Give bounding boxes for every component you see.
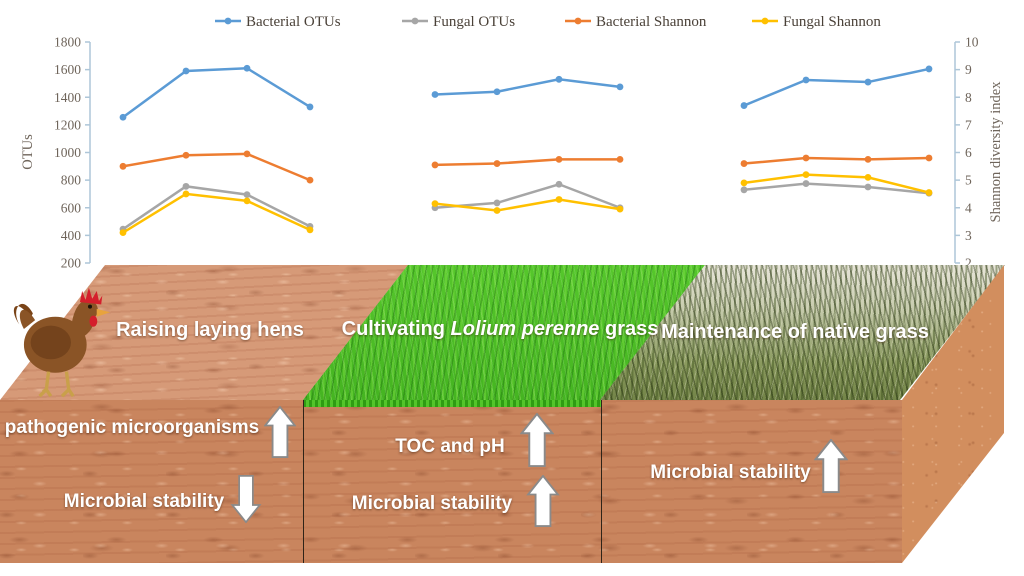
soil-front-face (0, 400, 902, 563)
svg-text:5: 5 (965, 173, 972, 188)
svg-text:1800: 1800 (54, 35, 81, 50)
svg-text:600: 600 (61, 200, 82, 215)
surface-label-native: Maintenance of native grass (661, 321, 929, 343)
species-name: Lolium perenne (450, 318, 600, 340)
hen-icon (13, 287, 111, 398)
up-arrow-icon (813, 438, 849, 498)
svg-text:3: 3 (965, 228, 972, 243)
front-label-stability-native: Microbial stability (650, 462, 811, 483)
svg-text:1200: 1200 (54, 117, 81, 132)
svg-text:Bacterial Shannon: Bacterial Shannon (596, 14, 707, 30)
svg-text:8: 8 (965, 90, 972, 105)
front-label-pathogenic: pathogenic microorganisms (4, 417, 260, 438)
soil-block-scene: Raising laying hens Cultivating Lolium p… (0, 263, 1024, 576)
svg-text:Shannon diversity index: Shannon diversity index (988, 81, 1004, 223)
svg-text:1400: 1400 (54, 90, 81, 105)
svg-text:6: 6 (965, 145, 972, 160)
up-arrow-icon (263, 405, 297, 463)
svg-text:Fungal Shannon: Fungal Shannon (783, 14, 881, 30)
grass-fringe (303, 400, 601, 407)
front-label-toc-ph: TOC and pH (395, 436, 505, 457)
section-divider-1 (303, 400, 304, 563)
surface-label-lolium: Cultivating Lolium perenne grass (341, 318, 659, 340)
up-arrow-icon (519, 412, 555, 472)
svg-text:Fungal OTUs: Fungal OTUs (433, 14, 515, 30)
svg-text:2: 2 (965, 256, 972, 271)
svg-text:OTUs: OTUs (20, 134, 36, 170)
svg-text:1000: 1000 (54, 145, 81, 160)
svg-text:10: 10 (965, 35, 979, 50)
otu-shannon-chart: 200 400 600 800 1000 1200 1400 1600 1800 2 3 4 5 6 7 8 9… (0, 0, 1024, 272)
svg-text:1600: 1600 (54, 62, 81, 77)
grass-top-surface-lolium (303, 265, 705, 400)
svg-text:400: 400 (61, 228, 82, 243)
svg-text:7: 7 (965, 117, 972, 132)
front-label-stability-lolium: Microbial stability (351, 493, 513, 514)
svg-text:9: 9 (965, 62, 972, 77)
front-label-stability-hens: Microbial stability (63, 491, 225, 512)
svg-text:800: 800 (61, 173, 82, 188)
svg-text:Bacterial OTUs: Bacterial OTUs (246, 14, 341, 30)
svg-text:200: 200 (61, 256, 82, 271)
chart-canvas: 200 400 600 800 1000 1200 1400 1600 1800 2 3 4 5 6 7 8 9… (20, 14, 1004, 271)
svg-text:4: 4 (965, 200, 972, 215)
down-arrow-icon (230, 475, 262, 528)
section-divider-2 (601, 400, 602, 563)
surface-label-hens: Raising laying hens (116, 319, 304, 341)
up-arrow-icon (526, 474, 560, 532)
